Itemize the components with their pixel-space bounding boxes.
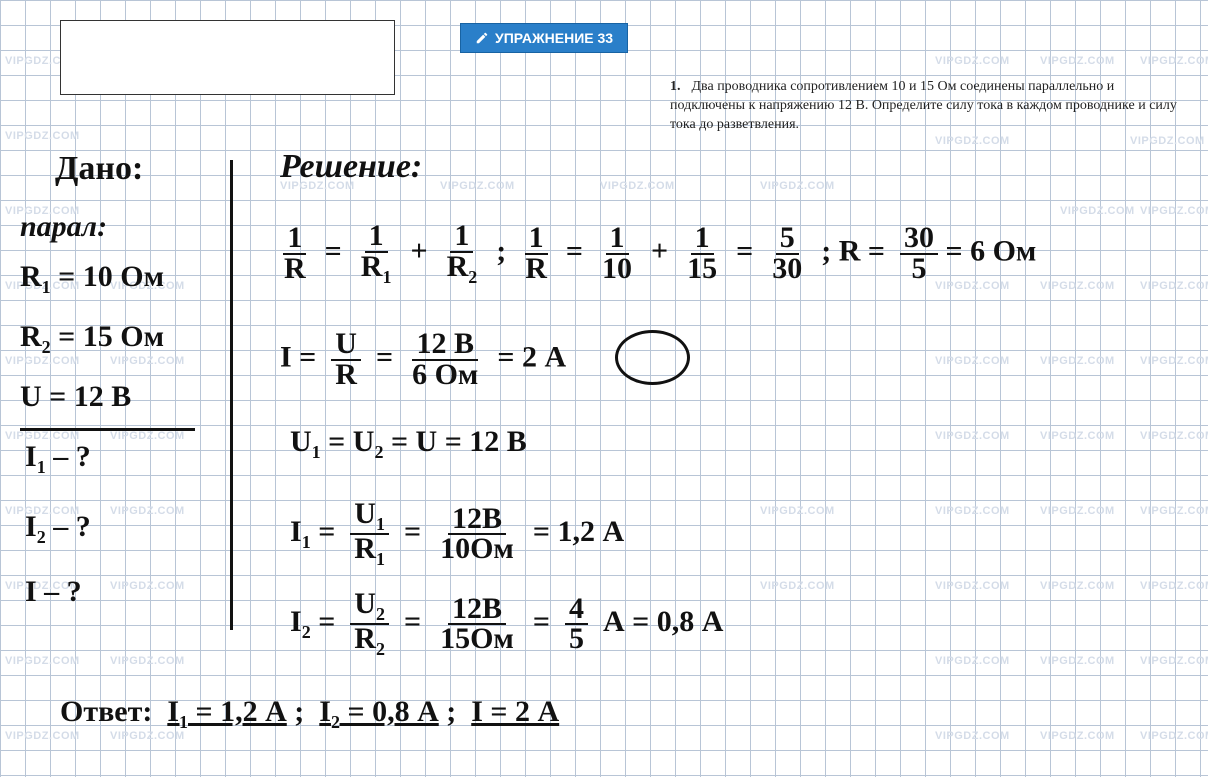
solution-separator (230, 160, 233, 630)
reshenie-heading: Решение: (280, 148, 422, 186)
given-R1: R1 = 10 Ом (20, 260, 164, 298)
eq-I1: I1 = U1R1 = 12В10Ом = 1,2 А (290, 500, 624, 568)
given-U: U = 12 В (20, 380, 131, 414)
exercise-label: УПРАЖНЕНИЕ 33 (495, 30, 613, 46)
pencil-icon (475, 31, 489, 45)
dano-heading: Дано: (55, 150, 143, 188)
problem-number: 1. (670, 78, 688, 97)
eq-voltages-equal: U1 = U2 = U = 12 В (290, 425, 527, 463)
problem-statement: 1. Два проводника сопротивлением 10 и 15… (670, 78, 1180, 135)
parallel-note: парал: (20, 210, 107, 244)
find-I1: I1 – ? (25, 440, 91, 478)
answer-line: Ответ: I1 = 1,2 А ; I2 = 0,8 А ; I = 2 А (60, 695, 559, 733)
answer-circle-2A (615, 330, 690, 385)
eq-total-current: I = UR = 12 В6 Ом = 2 А (280, 330, 566, 389)
header-empty-box (60, 20, 395, 95)
find-I: I – ? (25, 575, 82, 609)
eq-I2: I2 = U2R2 = 12В15Ом = 45 А = 0,8 А (290, 590, 723, 658)
given-divider (20, 428, 195, 431)
given-R2: R2 = 15 Ом (20, 320, 164, 358)
find-I2: I2 – ? (25, 510, 91, 548)
problem-body: Два проводника сопротивлением 10 и 15 Ом… (670, 79, 1177, 132)
exercise-tab: УПРАЖНЕНИЕ 33 (460, 23, 628, 53)
eq-resistance-formula: 1R = 1R1 + 1R2 ; 1R = 110 + 115 = 530 ; … (280, 222, 1036, 286)
